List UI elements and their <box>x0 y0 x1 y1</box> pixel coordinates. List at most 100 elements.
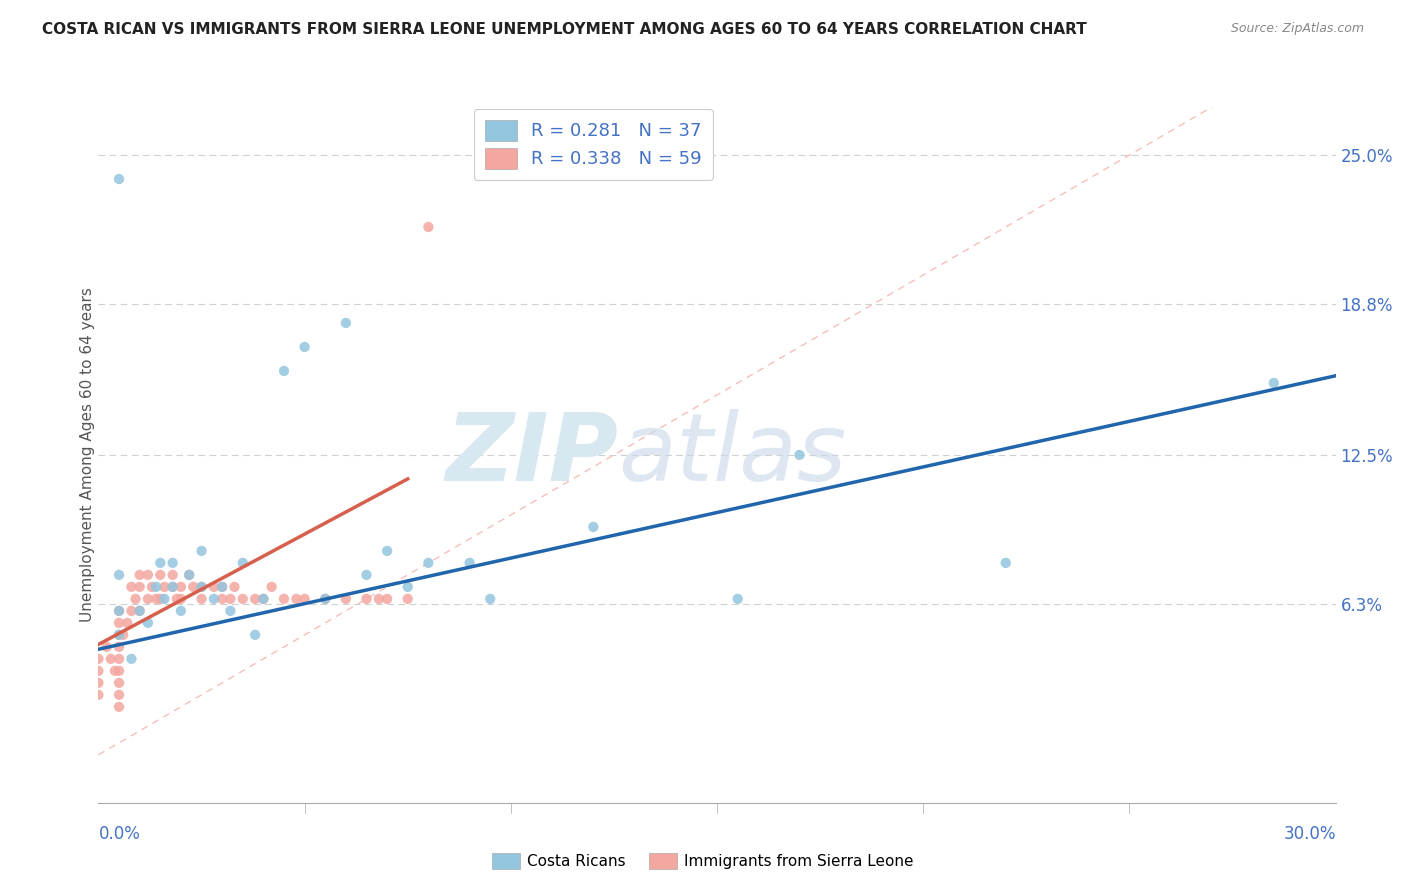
Point <box>582 520 605 534</box>
Point <box>108 652 131 666</box>
Point <box>108 640 131 654</box>
Point <box>232 556 254 570</box>
Point <box>117 615 139 630</box>
Point <box>149 567 172 582</box>
Point <box>87 664 110 678</box>
Text: Source: ZipAtlas.com: Source: ZipAtlas.com <box>1230 22 1364 36</box>
Point <box>273 364 295 378</box>
Point <box>162 567 184 582</box>
Point <box>211 580 233 594</box>
Text: atlas: atlas <box>619 409 846 500</box>
Point <box>396 591 419 606</box>
Point <box>1263 376 1285 390</box>
Point <box>170 604 193 618</box>
Point <box>87 676 110 690</box>
Point <box>108 172 131 186</box>
Point <box>219 591 242 606</box>
Y-axis label: Unemployment Among Ages 60 to 64 years: Unemployment Among Ages 60 to 64 years <box>80 287 94 623</box>
Point <box>120 604 142 618</box>
Point <box>108 676 131 690</box>
Point <box>243 628 266 642</box>
Point <box>243 591 266 606</box>
Point <box>179 567 201 582</box>
Legend: Costa Ricans, Immigrants from Sierra Leone: Costa Ricans, Immigrants from Sierra Leo… <box>486 847 920 875</box>
Point <box>994 556 1017 570</box>
Point <box>108 688 131 702</box>
Point <box>294 340 316 354</box>
Point <box>211 580 233 594</box>
Point <box>335 591 357 606</box>
Point <box>145 591 167 606</box>
Point <box>335 316 357 330</box>
Point <box>87 688 110 702</box>
Text: ZIP: ZIP <box>446 409 619 501</box>
Point <box>314 591 336 606</box>
Point <box>128 580 150 594</box>
Point <box>190 580 212 594</box>
Point <box>136 615 159 630</box>
Point <box>179 567 201 582</box>
Point <box>294 591 316 606</box>
Point <box>190 591 212 606</box>
Point <box>375 591 398 606</box>
Point <box>219 604 242 618</box>
Point <box>356 591 378 606</box>
Point <box>727 591 749 606</box>
Text: 0.0%: 0.0% <box>98 825 141 843</box>
Point <box>418 219 440 234</box>
Point <box>260 580 283 594</box>
Point <box>108 615 131 630</box>
Point <box>170 580 193 594</box>
Point <box>108 628 131 642</box>
Point <box>190 544 212 558</box>
Point <box>202 591 225 606</box>
Point <box>314 591 336 606</box>
Point <box>162 580 184 594</box>
Point <box>190 580 212 594</box>
Point <box>162 556 184 570</box>
Point <box>285 591 308 606</box>
Point <box>153 591 176 606</box>
Point <box>479 591 502 606</box>
Point <box>120 580 142 594</box>
Text: 30.0%: 30.0% <box>1284 825 1336 843</box>
Point <box>108 699 131 714</box>
Point <box>104 664 127 678</box>
Point <box>224 580 246 594</box>
Point <box>202 580 225 594</box>
Point <box>108 604 131 618</box>
Point <box>356 567 378 582</box>
Point <box>120 652 142 666</box>
Point <box>100 652 122 666</box>
Point <box>124 591 146 606</box>
Point <box>145 580 167 594</box>
Point <box>128 567 150 582</box>
Point <box>136 591 159 606</box>
Legend: R = 0.281   N = 37, R = 0.338   N = 59: R = 0.281 N = 37, R = 0.338 N = 59 <box>474 109 713 179</box>
Point <box>153 580 176 594</box>
Point <box>128 604 150 618</box>
Point <box>149 556 172 570</box>
Point <box>252 591 274 606</box>
Point <box>108 628 131 642</box>
Point <box>375 544 398 558</box>
Point <box>112 628 135 642</box>
Point <box>396 580 419 594</box>
Point <box>211 591 233 606</box>
Point <box>96 640 118 654</box>
Point <box>166 591 188 606</box>
Point <box>162 580 184 594</box>
Point <box>367 591 389 606</box>
Point <box>108 664 131 678</box>
Point <box>181 580 204 594</box>
Point <box>273 591 295 606</box>
Text: COSTA RICAN VS IMMIGRANTS FROM SIERRA LEONE UNEMPLOYMENT AMONG AGES 60 TO 64 YEA: COSTA RICAN VS IMMIGRANTS FROM SIERRA LE… <box>42 22 1087 37</box>
Point <box>141 580 163 594</box>
Point <box>108 604 131 618</box>
Point <box>418 556 440 570</box>
Point <box>87 652 110 666</box>
Point <box>789 448 811 462</box>
Point <box>149 591 172 606</box>
Point <box>170 591 193 606</box>
Point <box>128 604 150 618</box>
